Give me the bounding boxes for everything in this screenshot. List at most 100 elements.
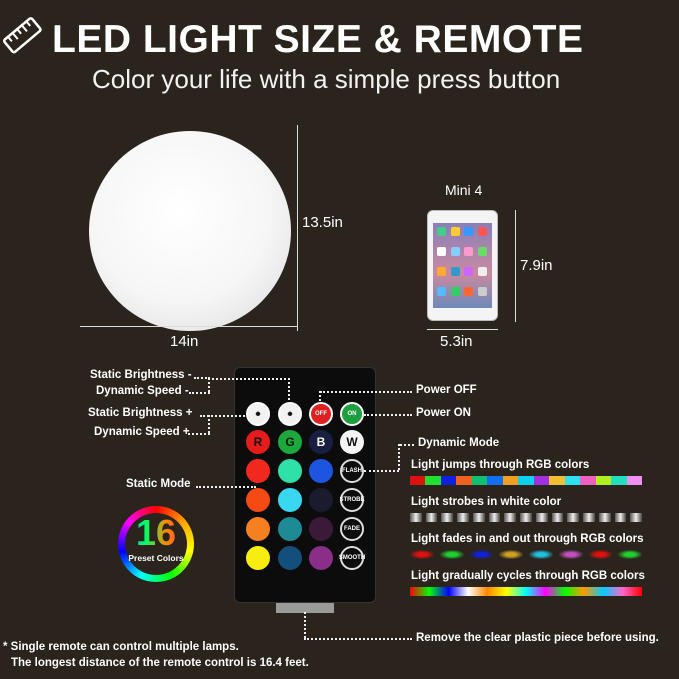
strobe-segment <box>472 513 485 522</box>
color-button[interactable] <box>309 459 333 483</box>
fade-segment <box>469 550 494 559</box>
color-button[interactable] <box>278 488 302 512</box>
label-power-off: Power OFF <box>416 384 477 396</box>
fade-segment <box>618 550 642 559</box>
brightness-up-icon[interactable]: ✺ <box>278 402 302 426</box>
plastic-tab <box>276 603 334 613</box>
color-button[interactable] <box>246 488 270 512</box>
app-icon <box>464 287 473 296</box>
mode-description: Light gradually cycles through RGB color… <box>411 570 645 582</box>
app-icon <box>477 247 487 256</box>
power-icon[interactable]: OFF <box>309 402 333 426</box>
ball-width-label: 14in <box>170 333 199 350</box>
app-icon <box>477 227 487 236</box>
strobe-segment <box>425 513 438 522</box>
app-icon <box>437 247 446 256</box>
fade-segment <box>499 550 523 559</box>
flash-button[interactable]: FLASH <box>340 459 364 483</box>
g-button[interactable]: G <box>278 430 302 454</box>
app-icon <box>450 247 460 256</box>
ruler-icon <box>2 17 42 54</box>
fade-color-strip <box>410 550 642 559</box>
b-button[interactable]: B <box>309 430 333 454</box>
strobe-segment <box>598 513 611 522</box>
strobe-segment <box>535 513 548 522</box>
fade-segment <box>410 550 434 559</box>
color-segment <box>549 476 565 485</box>
color-button[interactable] <box>278 459 302 483</box>
app-icon <box>464 227 473 236</box>
color-button[interactable] <box>246 517 270 541</box>
strobe-segment <box>504 513 517 522</box>
color-segment <box>518 476 534 485</box>
strobe-segment <box>567 513 580 522</box>
ball-height-label: 13.5in <box>302 214 343 231</box>
page-subtitle: Color your life with a simple press butt… <box>92 64 561 94</box>
app-icon <box>477 267 487 276</box>
app-icon <box>450 287 460 296</box>
strobe-segment <box>614 513 627 522</box>
color-segment <box>440 476 457 485</box>
preset-count: 16 <box>125 513 187 553</box>
mode-description: Light jumps through RGB colors <box>411 459 590 471</box>
tablet-height-label: 7.9in <box>520 257 553 274</box>
fade-segment <box>439 550 464 559</box>
label-dynamic-speed-minus: Dynamic Speed - <box>96 385 189 397</box>
fade-segment <box>558 550 583 559</box>
r-button[interactable]: R <box>246 430 270 454</box>
page-title: LED LIGHT SIZE & REMOTE <box>52 18 584 61</box>
tablet-name: Mini 4 <box>445 182 483 198</box>
smooth-button[interactable]: SMOOTH <box>339 546 365 570</box>
tablet-width-label: 5.3in <box>440 333 473 350</box>
led-ball-image <box>89 131 291 331</box>
color-segment <box>580 476 596 485</box>
strobe-segment <box>630 513 643 522</box>
note-multiple-lamps: * Single remote can control multiple lam… <box>3 641 239 653</box>
strobe-button[interactable]: STROBE <box>340 488 365 512</box>
label-static-mode: Static Mode <box>126 478 191 490</box>
color-button[interactable] <box>309 546 333 570</box>
color-button[interactable] <box>309 517 333 541</box>
color-segment <box>487 476 503 485</box>
color-segment <box>564 476 581 485</box>
app-icon <box>437 267 446 276</box>
color-segment <box>471 476 488 485</box>
app-icon <box>450 227 460 236</box>
app-icon <box>464 247 473 256</box>
strobe-segment <box>410 513 422 522</box>
color-segment <box>533 476 550 485</box>
color-button[interactable] <box>278 517 302 541</box>
color-segment <box>502 476 519 485</box>
strobe-segment <box>488 513 501 522</box>
color-button[interactable] <box>246 546 270 570</box>
strobe-segment <box>583 513 595 522</box>
strobe-color-strip <box>410 513 643 522</box>
w-button[interactable]: W <box>340 430 364 454</box>
color-button[interactable] <box>246 459 270 483</box>
cycle-color-strip <box>410 587 642 596</box>
height-dimension-line <box>297 125 298 331</box>
strobe-segment <box>441 513 454 522</box>
color-segment <box>595 476 612 485</box>
brightness-down-icon[interactable]: ✺ <box>246 402 270 426</box>
mode-description: Light fades in and out through RGB color… <box>411 533 644 545</box>
app-icon <box>464 267 473 276</box>
strobe-segment <box>551 513 564 522</box>
preset-colors-badge: 16 Preset Colors <box>118 506 194 582</box>
tablet-height-line <box>515 210 516 322</box>
color-segment <box>410 476 426 485</box>
color-segment <box>626 476 643 485</box>
note-remote-distance: The longest distance of the remote contr… <box>11 657 309 669</box>
fade-segment <box>529 550 553 559</box>
fade-button[interactable]: FADE <box>340 517 364 541</box>
app-icon <box>477 287 487 296</box>
power-icon[interactable]: ON <box>340 402 364 426</box>
color-segment <box>425 476 441 485</box>
label-dynamic-speed-plus: Dynamic Speed + <box>94 426 190 438</box>
app-icon <box>437 227 446 236</box>
color-button[interactable] <box>278 546 302 570</box>
color-button[interactable] <box>309 488 333 512</box>
preset-label: Preset Colors <box>128 553 184 563</box>
jump-color-strip <box>410 476 643 485</box>
color-segment <box>456 476 472 485</box>
